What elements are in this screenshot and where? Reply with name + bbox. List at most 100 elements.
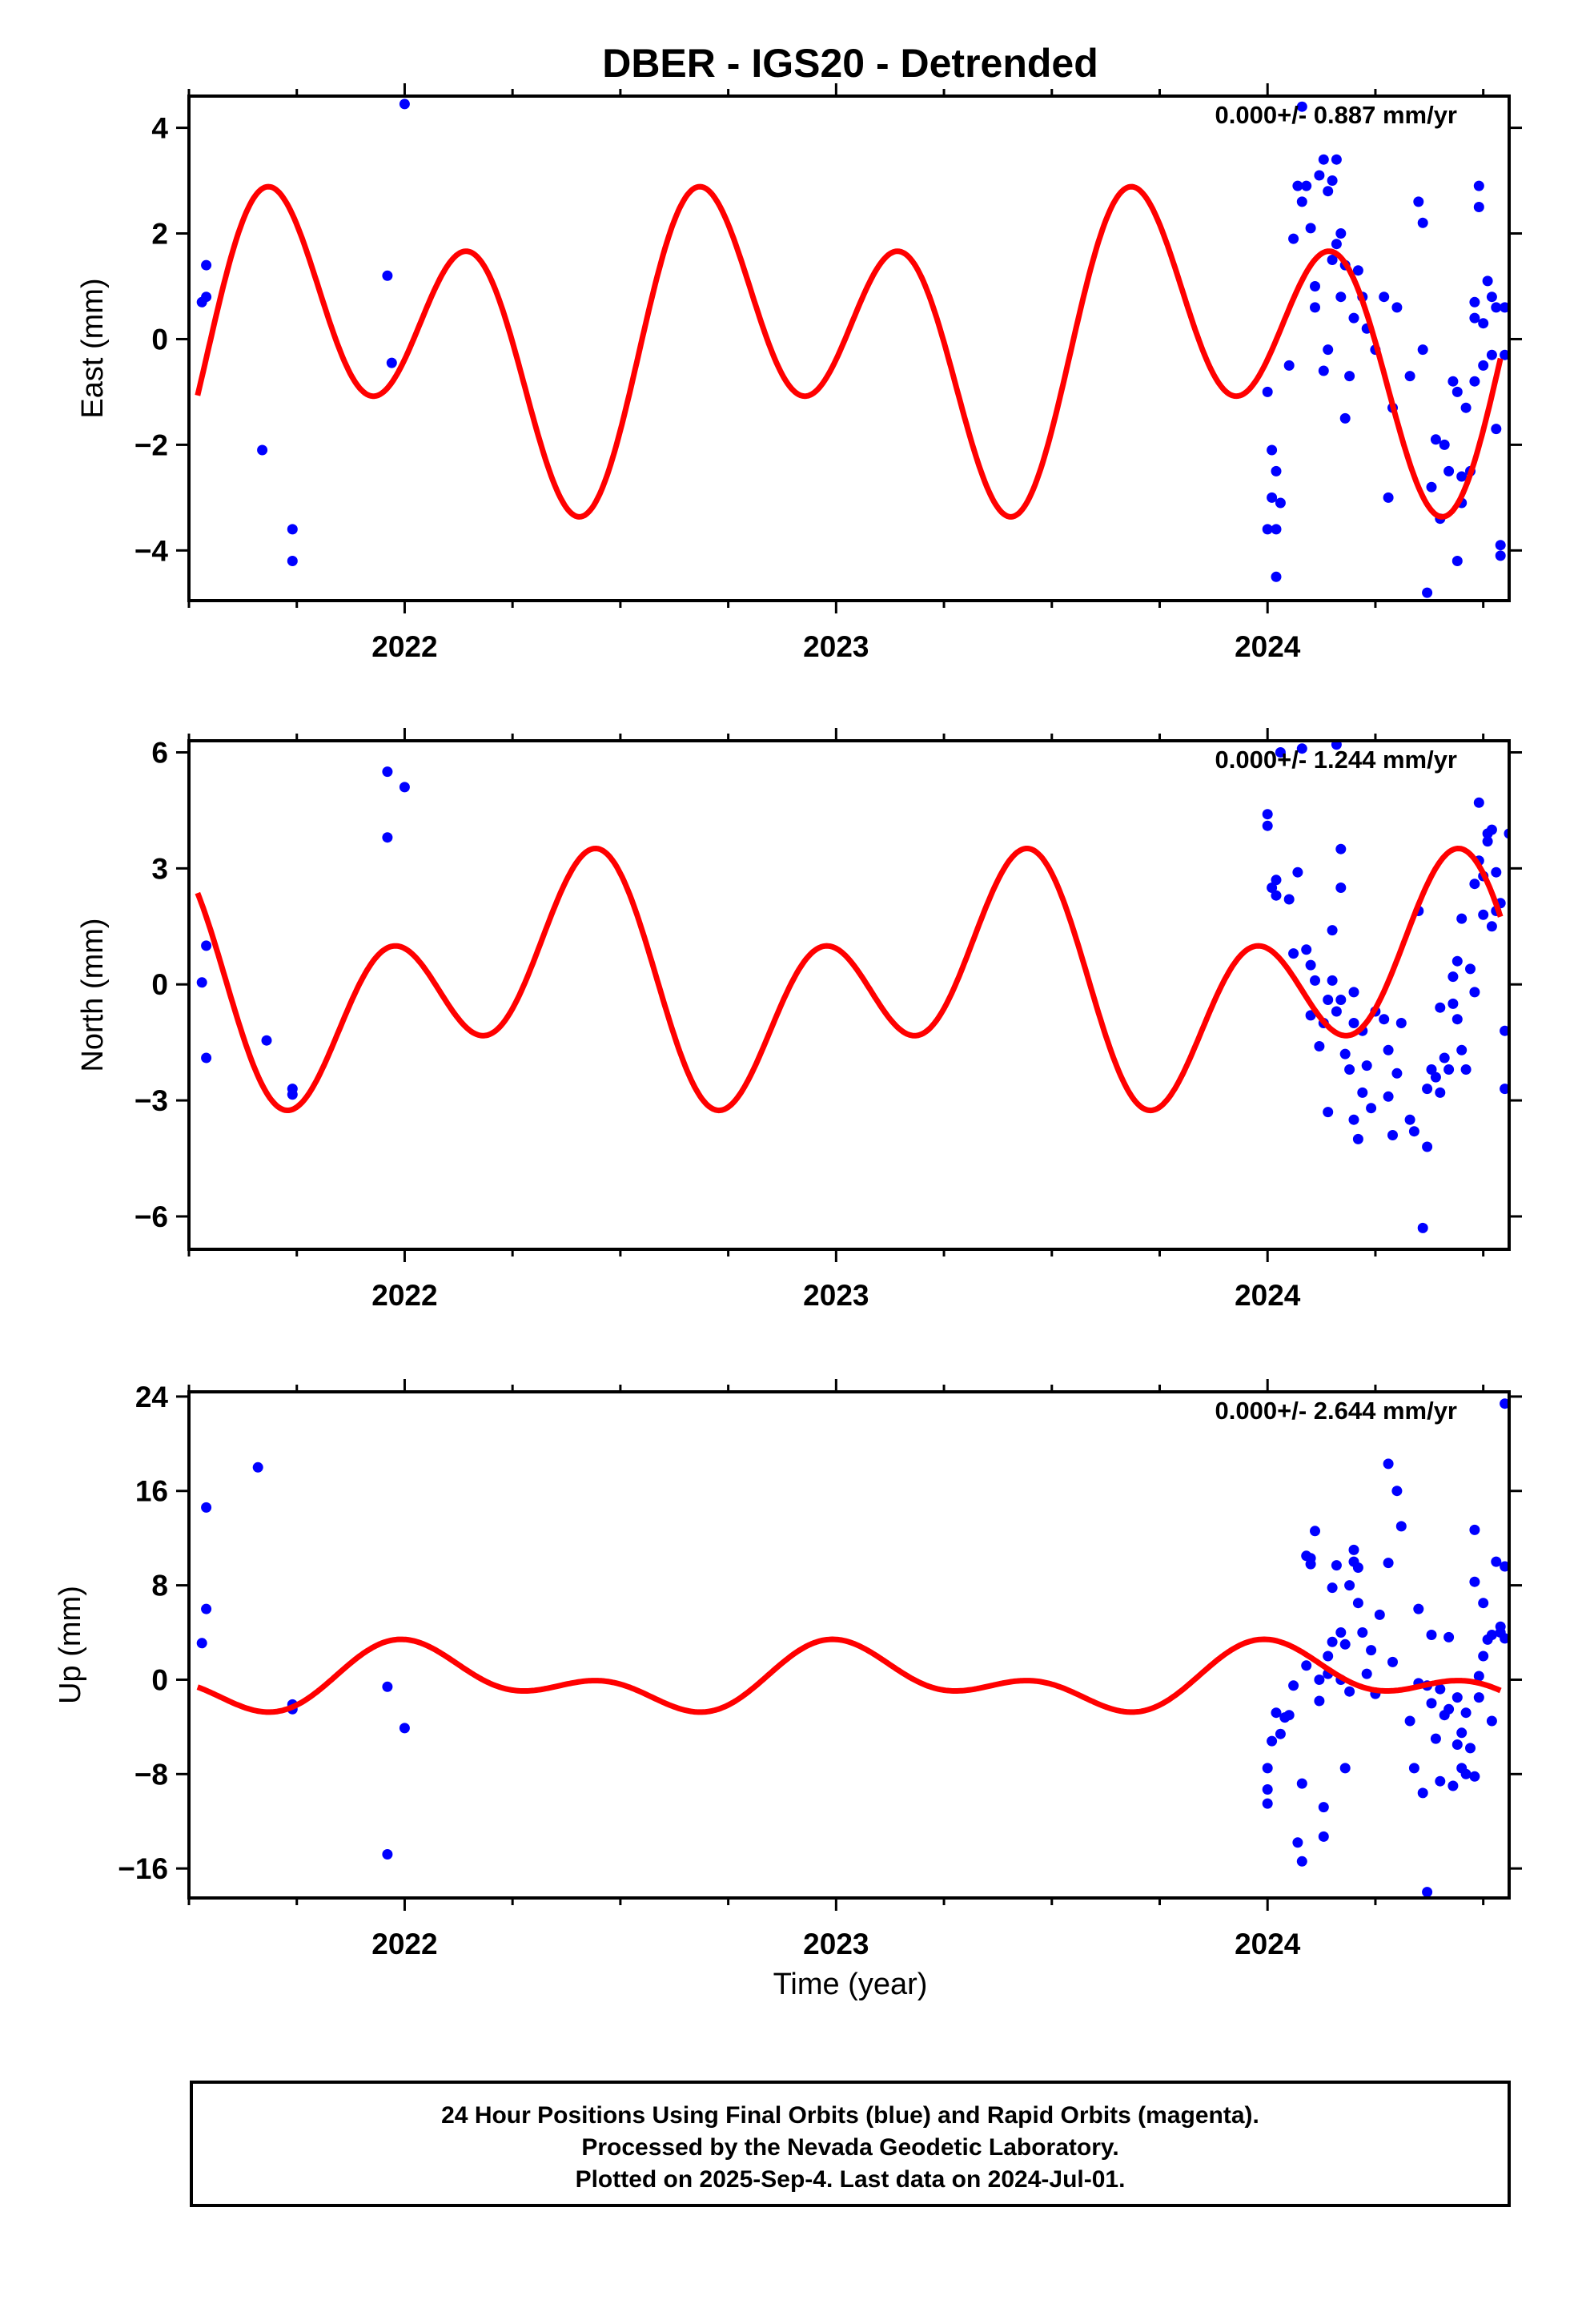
east-data-point: [287, 524, 298, 535]
up-data-point: [382, 1849, 393, 1860]
east-data-point: [1500, 349, 1509, 360]
north-data-point: [1447, 971, 1459, 983]
x-tick-label: 2024: [1235, 1279, 1301, 1312]
north-data-point: [382, 832, 393, 843]
east-data-point: [1417, 344, 1428, 356]
north-data-point: [1452, 955, 1463, 967]
east-data-point: [1271, 465, 1282, 476]
east-data-point: [1491, 302, 1502, 313]
up-data-point: [1271, 1707, 1282, 1719]
north-data-point: [1314, 1041, 1325, 1051]
north-data-point: [1500, 1025, 1509, 1036]
north-data-point: [1366, 1103, 1377, 1114]
east-data-point: [1296, 101, 1307, 112]
east-data-point: [1383, 492, 1394, 503]
east-data-point: [1478, 360, 1489, 371]
up-data-point: [1404, 1715, 1415, 1727]
east-data-point: [1296, 196, 1307, 207]
north-data-point: [1283, 894, 1295, 905]
x-tick-label: 2024: [1235, 1928, 1301, 1960]
east-panel: 2022 2023 2024 4 2 0 −2 −4 East (mm) 0.000+/- 0.8…: [76, 83, 1522, 663]
y-tick-label: 3: [151, 852, 168, 885]
north-data-point: [1460, 1064, 1472, 1075]
east-data-point: [1469, 376, 1480, 387]
east-data-point: [1473, 180, 1484, 191]
up-data-point: [1491, 1556, 1502, 1567]
east-data-point: [1452, 386, 1463, 397]
up-data-point: [1331, 1560, 1342, 1571]
east-data-point: [1430, 434, 1441, 445]
up-data-point: [1327, 1582, 1338, 1594]
north-data-point: [1357, 1087, 1368, 1098]
up-data-point: [1318, 1802, 1329, 1813]
y-tick-label: −2: [135, 428, 168, 461]
north-data-point: [1331, 741, 1342, 750]
x-axis-label: Time (year): [773, 1968, 928, 2001]
north-fit-line: [195, 846, 1504, 1114]
up-data-point: [1344, 1580, 1355, 1591]
y-tick-label: 8: [151, 1570, 168, 1602]
up-data-point: [1296, 1778, 1307, 1789]
up-data-point: [1473, 1671, 1484, 1682]
east-y-axis-label: East (mm): [76, 278, 110, 418]
north-data-point: [1422, 1084, 1433, 1095]
east-data-point: [1310, 281, 1320, 292]
up-data-point: [1262, 1798, 1273, 1809]
north-data-point: [1482, 836, 1493, 847]
north-data-point: [1331, 1006, 1342, 1017]
east-data-point: [1335, 292, 1347, 303]
north-data-point: [1288, 948, 1299, 959]
north-data-point: [1408, 1126, 1419, 1137]
east-data-point: [382, 270, 393, 281]
up-data-point: [1435, 1775, 1446, 1787]
east-data-point: [1327, 175, 1338, 186]
x-tick-label: 2023: [803, 1928, 869, 1960]
up-data-point: [1435, 1683, 1446, 1695]
east-data-point: [257, 444, 268, 456]
east-data-point: [1352, 265, 1363, 276]
east-data-point: [1310, 302, 1320, 313]
east-data-point: [1469, 296, 1480, 308]
north-data-point: [1383, 1091, 1394, 1102]
north-data-point: [1456, 1044, 1468, 1055]
east-data-point: [1288, 233, 1299, 244]
east-data-point: [1318, 154, 1329, 165]
north-data-point: [1271, 890, 1282, 901]
north-frame: [187, 739, 1511, 1251]
up-data-point: [1469, 1576, 1480, 1587]
up-rate-label: 0.000+/- 2.644 mm/yr: [1215, 1397, 1457, 1425]
north-data-point: [1500, 1084, 1509, 1095]
up-data-point: [1310, 1526, 1320, 1537]
east-data-point: [1469, 312, 1480, 324]
up-data-point: [1469, 1524, 1480, 1535]
east-data-point: [1404, 371, 1415, 382]
up-data-point: [1500, 1398, 1509, 1409]
east-data-point: [1305, 223, 1316, 234]
figure-title: DBER - IGS20 - Detrended: [602, 41, 1098, 86]
north-data-point: [1327, 925, 1338, 936]
up-data-point: [1305, 1553, 1316, 1564]
footer-box: [190, 2081, 1511, 2207]
y-tick-label: 6: [151, 736, 168, 769]
north-data-point: [1339, 1048, 1351, 1059]
up-data-point: [252, 1462, 263, 1473]
east-data-point: [1495, 550, 1506, 561]
east-data-point: [1348, 312, 1359, 324]
east-data-point: [1339, 412, 1351, 424]
north-data-point: [1305, 959, 1316, 971]
north-data-point: [1305, 1010, 1316, 1021]
east-data-point: [1447, 376, 1459, 387]
up-y-axis-label: Up (mm): [54, 1586, 87, 1704]
north-data-point: [1271, 875, 1282, 886]
up-data-point: [196, 1638, 207, 1649]
up-data-point: [1391, 1486, 1403, 1497]
east-data-point: [1422, 587, 1433, 598]
north-data-point: [201, 1052, 212, 1063]
y-tick-label: −8: [135, 1758, 168, 1791]
north-data-point: [1348, 987, 1359, 998]
east-frame: [187, 94, 1511, 602]
up-data-point: [1352, 1598, 1363, 1609]
north-data-point: [1426, 1064, 1437, 1075]
up-data-point: [1443, 1631, 1455, 1642]
east-data-point: [1500, 302, 1509, 313]
